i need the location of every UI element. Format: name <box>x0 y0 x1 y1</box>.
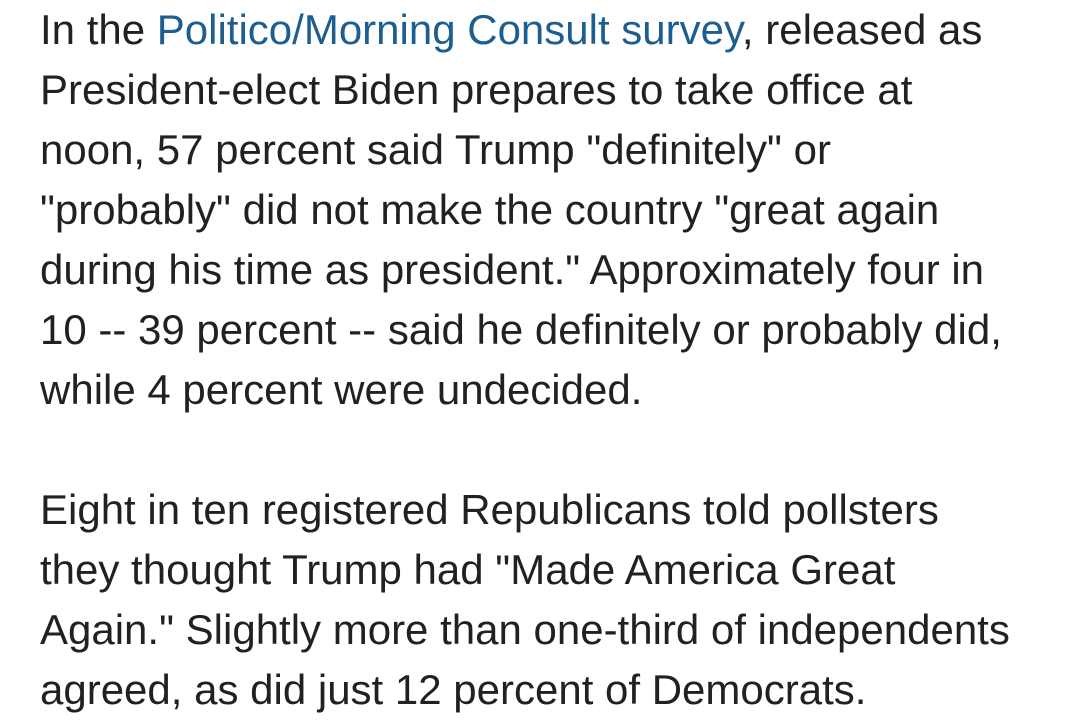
paragraph-1: In the Politico/Morning Consult survey, … <box>40 0 1052 420</box>
text-line: In the Politico/Morning Consult survey, … <box>40 0 1052 60</box>
paragraph-1-line-1-prefix: In the <box>40 6 157 53</box>
text-line: they thought Trump had "Made America Gre… <box>40 546 896 593</box>
text-line: during his time as president." Approxima… <box>40 246 985 293</box>
paragraph-2: Eight in ten registered Republicans told… <box>40 480 1052 720</box>
text-line: Again." Slightly more than one-third of … <box>40 606 1010 653</box>
paragraph-1-line-1-suffix: , released as <box>741 6 983 53</box>
text-line: while 4 percent were undecided. <box>40 366 643 413</box>
text-line: "probably" did not make the country "gre… <box>40 186 940 233</box>
politico-morning-consult-survey-link[interactable]: Politico/Morning Consult survey <box>156 6 742 53</box>
text-line: noon, 57 percent said Trump "definitely"… <box>40 126 831 173</box>
text-line: Eight in ten registered Republicans told… <box>40 486 939 533</box>
text-line: 10 -- 39 percent -- said he definitely o… <box>40 306 1002 353</box>
text-line: President-elect Biden prepares to take o… <box>40 66 913 113</box>
text-line: agreed, as did just 12 percent of Democr… <box>40 666 867 713</box>
